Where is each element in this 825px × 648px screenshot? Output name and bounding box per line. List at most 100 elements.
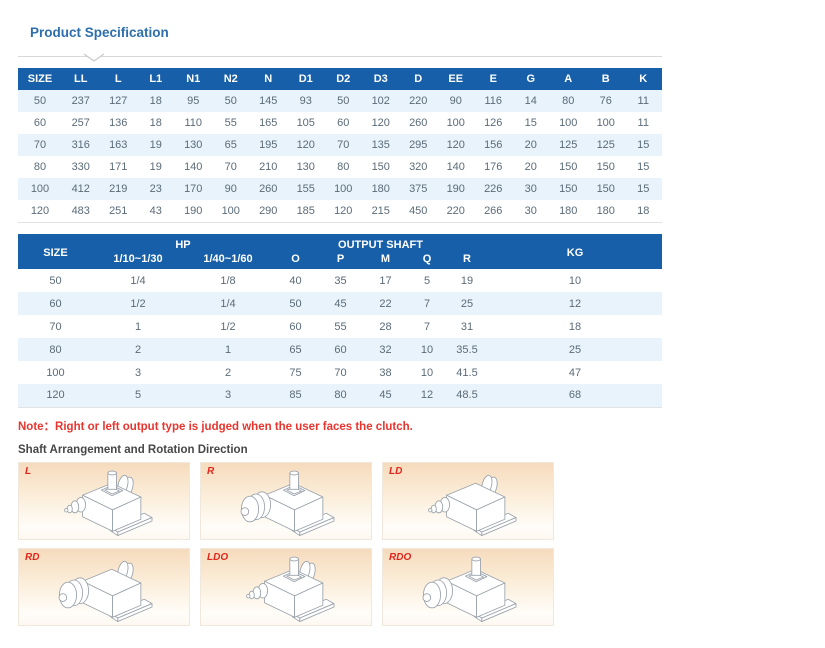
table-cell: 1 [183, 338, 273, 361]
column-header: P [318, 252, 363, 269]
table-cell: 50 [212, 90, 250, 112]
column-header: R [446, 252, 489, 269]
table-cell: 316 [62, 134, 100, 156]
table-cell: 120 [437, 134, 475, 156]
column-header: D3 [362, 68, 400, 90]
table-cell: 483 [71, 204, 90, 217]
shaft-section-title: Shaft Arrangement and Rotation Direction [18, 444, 248, 456]
column-header-output-shaft: OUTPUT SHAFT [273, 234, 489, 252]
table-cell: 12 [488, 292, 662, 315]
shaft-cell-ldo: LDO [200, 548, 372, 626]
column-header-kg: KG [488, 234, 662, 269]
table-cell: 130 [296, 161, 315, 173]
table-cell: 2 [224, 366, 232, 379]
table-cell: 15 [637, 161, 650, 173]
column-header: 1/40~1/60 [183, 252, 273, 269]
column-header-hp: HP [93, 234, 273, 252]
table-cell: 125 [587, 134, 625, 156]
table-cell: 19 [149, 161, 162, 173]
table-cell: 150 [587, 178, 625, 200]
table-cell: 48.5 [446, 384, 489, 407]
table-cell: 136 [109, 117, 128, 129]
table-cell: 1/2 [93, 292, 183, 315]
clutch-diagram-l [64, 470, 153, 536]
column-header: L [99, 68, 137, 90]
table-cell: 165 [259, 117, 278, 129]
column-header-size: SIZE [18, 234, 93, 269]
table-cell: 295 [399, 134, 437, 156]
table-cell: 18 [568, 320, 582, 333]
dimensions-header-row: SIZE LL L L1 N1 N2 N D1 D2 D3 D EE E G A B K [18, 68, 662, 90]
table-cell: 45 [363, 384, 408, 407]
table-cell: 60 [33, 117, 47, 129]
table-cell: 10 [420, 366, 434, 379]
table-cell: 215 [371, 204, 390, 217]
hp-header-row-sub: 1/10~1/30 1/40~1/60 O P M Q R [18, 252, 662, 269]
table-cell: 90 [212, 178, 250, 200]
table-cell: 19 [137, 134, 175, 156]
shaft-cell-ld: LD [382, 462, 554, 540]
table-cell: 10 [568, 274, 582, 287]
table-cell: 18 [149, 117, 162, 129]
table-cell: 155 [287, 178, 325, 200]
table-cell: 43 [149, 204, 162, 217]
table-cell: 257 [71, 117, 90, 129]
table-cell: 195 [249, 134, 287, 156]
table-cell: 47 [568, 366, 582, 379]
table-cell: 120 [371, 117, 390, 129]
column-header: D2 [324, 68, 362, 90]
table-cell: 35 [334, 274, 347, 287]
table-row: 60 257 136 18 110 55 165 105 60 120 260 100 126 15 100… [18, 112, 662, 134]
page-title: Product Specification [30, 25, 169, 40]
table-cell: 375 [399, 178, 437, 200]
table-cell: 1/8 [220, 274, 236, 287]
table-cell: 70 [18, 134, 62, 156]
table-cell: 100 [221, 204, 240, 217]
table-cell: 15 [624, 134, 662, 156]
shaft-cell-r: R [200, 462, 372, 540]
table-cell: 140 [446, 161, 465, 173]
table-cell: 105 [296, 117, 315, 129]
shaft-type-label: RDO [389, 552, 412, 563]
table-row: 80 2 1 65 60 32 10 35.5 25 [18, 338, 662, 361]
table-cell: 30 [524, 204, 537, 217]
table-cell: 18 [637, 204, 650, 217]
table-cell: 60 [289, 320, 302, 333]
hp-header-row-groups: SIZE HP OUTPUT SHAFT KG [18, 234, 662, 269]
table-cell: 290 [259, 204, 278, 217]
table-cell: 85 [273, 384, 318, 407]
column-header: LL [62, 68, 100, 90]
column-header: L1 [137, 68, 175, 90]
table-cell: 12 [408, 384, 446, 407]
table-cell: 150 [371, 161, 390, 173]
clutch-diagram-ld [428, 473, 517, 536]
table-cell: 185 [296, 204, 315, 217]
column-header: Q [408, 252, 446, 269]
table-row: 100 3 2 75 70 38 10 41.5 47 [18, 361, 662, 384]
column-header: G [512, 68, 550, 90]
table-cell: 5 [93, 384, 183, 407]
clutch-diagram-rd [58, 559, 153, 622]
table-cell: 80 [337, 161, 350, 173]
table-cell: 80 [33, 161, 47, 173]
table-cell: 176 [484, 161, 503, 173]
column-header: N2 [212, 68, 250, 90]
table-cell: 100 [46, 366, 65, 379]
table-cell: 11 [624, 90, 662, 112]
table-cell: 10 [408, 338, 446, 361]
shaft-type-label: RD [25, 552, 40, 563]
table-cell: 17 [379, 274, 392, 287]
table-cell: 55 [224, 117, 237, 129]
note-text: Note：Right or left output type is judged… [18, 421, 413, 433]
table-row: 70 1 1/2 60 55 28 7 31 18 [18, 315, 662, 338]
section-divider [18, 53, 662, 62]
table-cell: 22 [363, 292, 408, 315]
table-cell: 31 [460, 320, 474, 333]
table-cell: 3 [183, 384, 273, 407]
table-cell: 140 [184, 161, 203, 173]
shaft-type-label: LD [389, 466, 403, 477]
table-cell: 110 [184, 117, 203, 129]
table-cell: 55 [334, 320, 347, 333]
dimensions-table: SIZE LL L L1 N1 N2 N D1 D2 D3 D EE E G A B K 50 237 127 18 9… [18, 68, 662, 223]
shaft-cell-rd: RD [18, 548, 190, 626]
